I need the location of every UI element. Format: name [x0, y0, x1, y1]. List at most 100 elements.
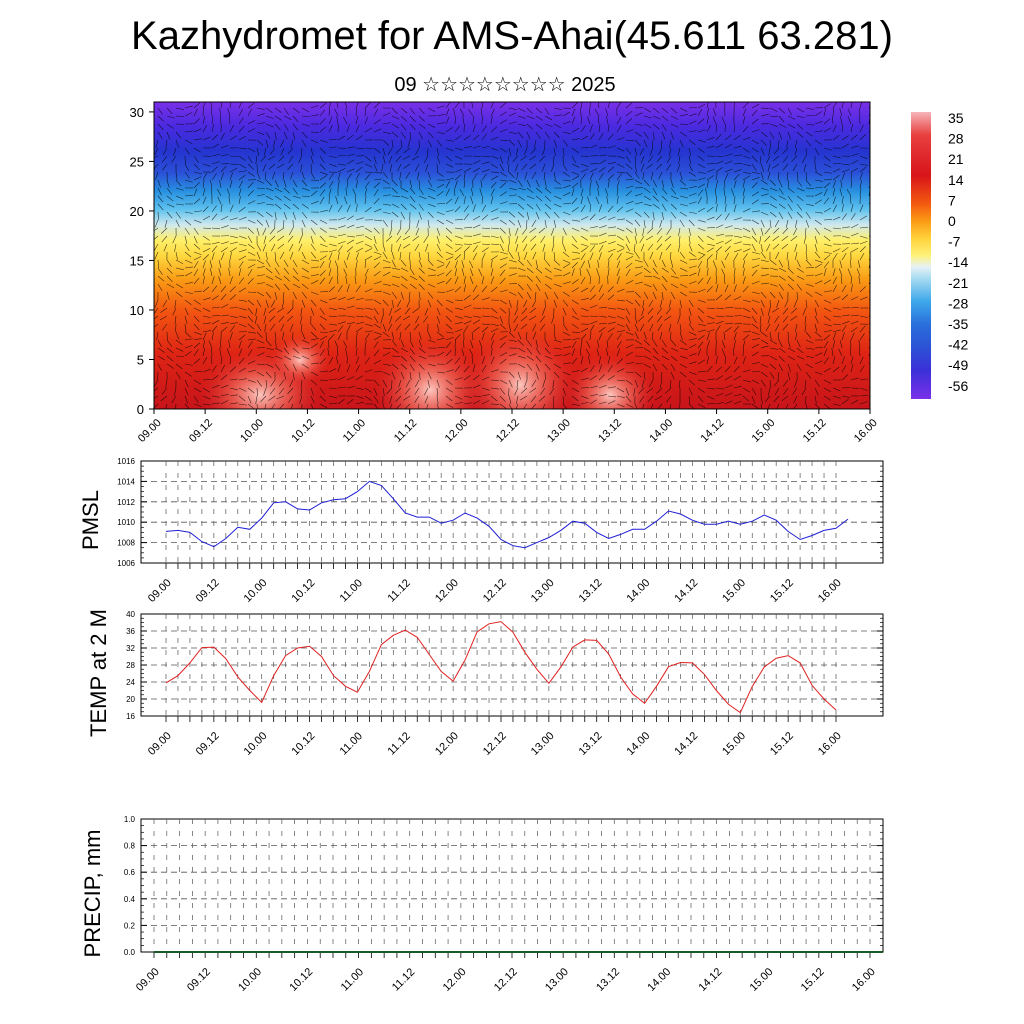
wind-barb	[539, 315, 546, 323]
wind-barb	[499, 263, 507, 269]
wind-barb	[515, 395, 519, 404]
wind-barb	[580, 216, 589, 221]
wind-barb	[783, 387, 789, 395]
wind-barb	[373, 163, 378, 172]
wind-barb	[850, 364, 854, 373]
wind-barb	[823, 279, 832, 285]
wind-barb	[775, 251, 780, 260]
wind-barb	[773, 379, 780, 387]
wind-barb	[642, 227, 645, 236]
wind-barb	[688, 171, 696, 177]
wind-barb	[355, 161, 364, 165]
wind-barb	[298, 243, 303, 252]
wind-barb	[688, 147, 692, 156]
y-tick-label: 0.4	[124, 895, 136, 904]
wind-barb	[733, 268, 736, 277]
wind-barb	[173, 147, 177, 156]
wind-barb	[706, 124, 711, 133]
wind-barb	[841, 356, 845, 365]
wind-barb	[238, 117, 244, 125]
wind-barb	[553, 363, 561, 369]
wind-barb	[634, 163, 637, 172]
wind-barb	[480, 108, 483, 117]
wind-barb	[769, 187, 778, 192]
wind-barb	[805, 371, 811, 379]
wind-barb	[597, 188, 600, 197]
wind-barb	[706, 116, 709, 125]
wind-barb	[670, 107, 678, 114]
wind-barb	[521, 163, 528, 171]
wind-barb	[724, 172, 729, 181]
wind-barb	[389, 307, 393, 316]
wind-barb	[778, 267, 787, 273]
wind-barb	[508, 291, 517, 296]
wind-barb	[228, 196, 231, 205]
wind-barb	[832, 268, 836, 277]
wind-barb	[796, 347, 804, 354]
wind-barb	[859, 102, 863, 109]
wind-barb	[328, 387, 337, 390]
wind-barb	[841, 364, 847, 373]
wind-barb	[634, 107, 643, 109]
wind-barb	[274, 115, 282, 121]
wind-barb	[823, 197, 830, 205]
wind-barb	[625, 171, 633, 178]
wind-barb	[652, 179, 658, 188]
wind-barb	[751, 227, 757, 236]
wind-barb	[814, 331, 822, 338]
wind-barb	[520, 323, 528, 330]
wind-barb	[571, 251, 580, 254]
wind-barb	[551, 243, 555, 252]
wind-barb	[400, 339, 405, 348]
wind-barb	[742, 315, 751, 319]
wind-barb	[553, 179, 561, 185]
wind-barb	[553, 219, 557, 228]
wind-barb	[425, 243, 429, 252]
wind-barb	[238, 180, 243, 189]
wind-barb	[850, 247, 859, 253]
wind-barb	[517, 355, 526, 359]
wind-barb	[706, 268, 709, 277]
wind-barb	[211, 143, 220, 149]
wind-barb	[481, 276, 485, 285]
wind-barb	[666, 395, 672, 403]
wind-barb	[796, 267, 804, 273]
wind-barb	[209, 268, 213, 277]
x-tick-label: 09.12	[194, 577, 222, 605]
wind-barb	[535, 283, 541, 292]
wind-barb	[418, 195, 427, 200]
wind-barb	[508, 353, 517, 357]
wind-barb	[238, 299, 247, 302]
wind-barb	[768, 147, 771, 156]
wind-barb	[514, 323, 519, 332]
x-tick-label: 13.12	[577, 577, 605, 605]
colorbar-label: -21	[948, 275, 968, 291]
wind-barb	[364, 288, 373, 293]
wind-barb	[805, 139, 812, 147]
cross-section-x-axis: 09.00 09.12 10.00 10.12 11.00 11.12 12.00 12.12…	[136, 409, 880, 445]
wind-barb	[598, 166, 606, 173]
wind-barb	[211, 384, 220, 389]
wind-barb	[270, 299, 276, 308]
wind-barb	[256, 179, 265, 184]
wind-barb	[697, 335, 705, 341]
wind-barb	[841, 213, 847, 221]
wind-barb	[562, 192, 571, 197]
wind-barb	[607, 133, 614, 141]
wind-barb	[751, 219, 760, 225]
wind-barb	[238, 387, 247, 392]
wind-barb	[481, 323, 490, 325]
wind-barb	[742, 347, 744, 357]
wind-barb	[508, 339, 517, 342]
wind-barb	[634, 323, 639, 332]
wind-barb	[859, 240, 868, 245]
wind-barb	[607, 333, 613, 341]
x-tick-label: 12.00	[443, 417, 471, 445]
wind-barb	[661, 123, 667, 131]
wind-barb	[268, 395, 276, 401]
wind-barb	[633, 387, 636, 396]
wind-barb	[247, 349, 253, 357]
wind-barb	[499, 341, 506, 349]
wind-barb	[760, 227, 764, 236]
wind-barb	[841, 204, 844, 213]
